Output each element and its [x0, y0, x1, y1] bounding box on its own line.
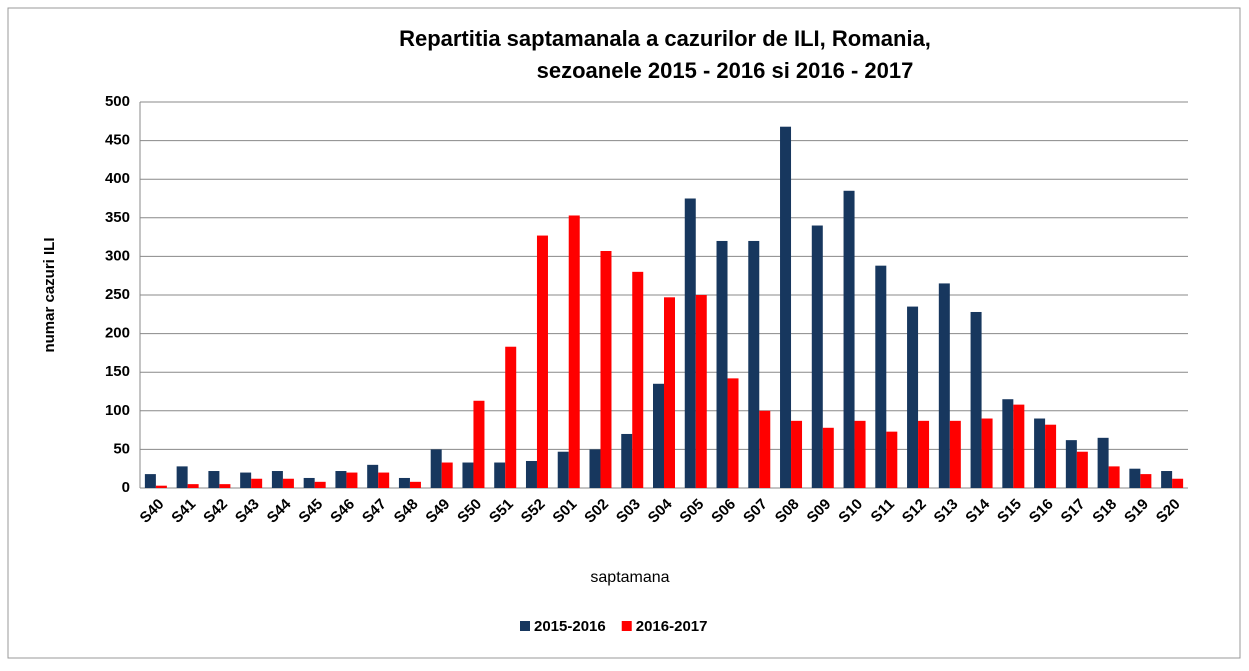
bar: [621, 433, 633, 488]
chart-title: sezoanele 2015 - 2016 si 2016 - 2017: [537, 58, 914, 83]
bar: [187, 484, 199, 488]
y-tick-label: 50: [113, 440, 130, 457]
bar: [346, 472, 358, 488]
bar: [1140, 474, 1152, 488]
y-axis-label: numar cazuri ILI: [41, 237, 58, 352]
bar: [144, 474, 156, 488]
bar: [536, 235, 548, 488]
bar: [1034, 418, 1046, 488]
bar: [1045, 424, 1057, 488]
bar: [970, 311, 982, 488]
bar: [176, 466, 188, 488]
bar: [1097, 437, 1109, 488]
bar: [1065, 440, 1077, 488]
x-axis-label: saptamana: [590, 569, 669, 586]
bar: [409, 481, 421, 488]
bar: [473, 400, 485, 488]
y-tick-label: 500: [105, 93, 130, 110]
bar: [208, 471, 220, 488]
bar: [303, 477, 315, 488]
bar: [875, 265, 887, 488]
bar: [907, 306, 919, 488]
bar: [822, 427, 834, 488]
bar: [525, 460, 537, 488]
bar: [398, 477, 410, 488]
bar: [727, 378, 739, 488]
bar: [854, 420, 866, 488]
bar: [462, 462, 474, 488]
bar: [1161, 471, 1173, 488]
bar: [271, 471, 283, 488]
bar: [716, 240, 728, 488]
bar: [886, 431, 898, 488]
y-tick-label: 200: [105, 325, 130, 342]
y-tick-label: 100: [105, 402, 130, 419]
legend-label: 2015-2016: [534, 618, 606, 635]
y-tick-label: 150: [105, 363, 130, 380]
bar: [335, 471, 347, 488]
y-tick-label: 250: [105, 286, 130, 303]
y-tick-label: 0: [122, 479, 130, 496]
bar: [938, 283, 950, 488]
bar: [653, 383, 664, 488]
bar: [378, 472, 390, 488]
bar: [1076, 451, 1088, 488]
legend-swatch: [621, 621, 632, 631]
bar: [1129, 468, 1141, 488]
bar: [430, 449, 442, 488]
y-tick-label: 400: [105, 170, 130, 187]
legend-label: 2016-2017: [636, 618, 708, 635]
y-tick-label: 350: [105, 209, 130, 226]
bar: [780, 126, 792, 488]
bar: [367, 464, 379, 488]
bar: [600, 250, 612, 488]
bar: [240, 472, 252, 488]
bar: [314, 481, 326, 488]
legend-swatch: [520, 621, 530, 631]
bar: [494, 462, 506, 488]
y-tick-label: 450: [105, 132, 130, 149]
bar: [684, 198, 696, 488]
bar: [1013, 404, 1025, 488]
bar: [1172, 478, 1184, 488]
bar: [664, 297, 675, 488]
bar: [568, 215, 580, 488]
bar: [759, 410, 771, 488]
bar: [748, 240, 760, 488]
bar: [589, 449, 601, 488]
bar: [981, 418, 993, 488]
bar: [441, 462, 453, 488]
bar: [505, 346, 517, 488]
bar: [251, 478, 263, 488]
bar: [791, 420, 803, 488]
bar: [557, 451, 569, 488]
bar: [219, 484, 231, 488]
bar: [632, 271, 644, 488]
bar: [811, 225, 823, 488]
bar: [918, 420, 930, 488]
bar: [282, 478, 294, 488]
y-tick-label: 300: [105, 247, 130, 264]
bar: [1108, 466, 1120, 488]
frame: [7, 7, 1241, 659]
chart-title: Repartitia saptamanala a cazurilor de IL…: [399, 26, 931, 51]
bar: [695, 295, 707, 488]
bar: [155, 485, 167, 488]
bar: [949, 420, 961, 488]
bar: [1002, 399, 1014, 488]
bar: [843, 190, 855, 488]
